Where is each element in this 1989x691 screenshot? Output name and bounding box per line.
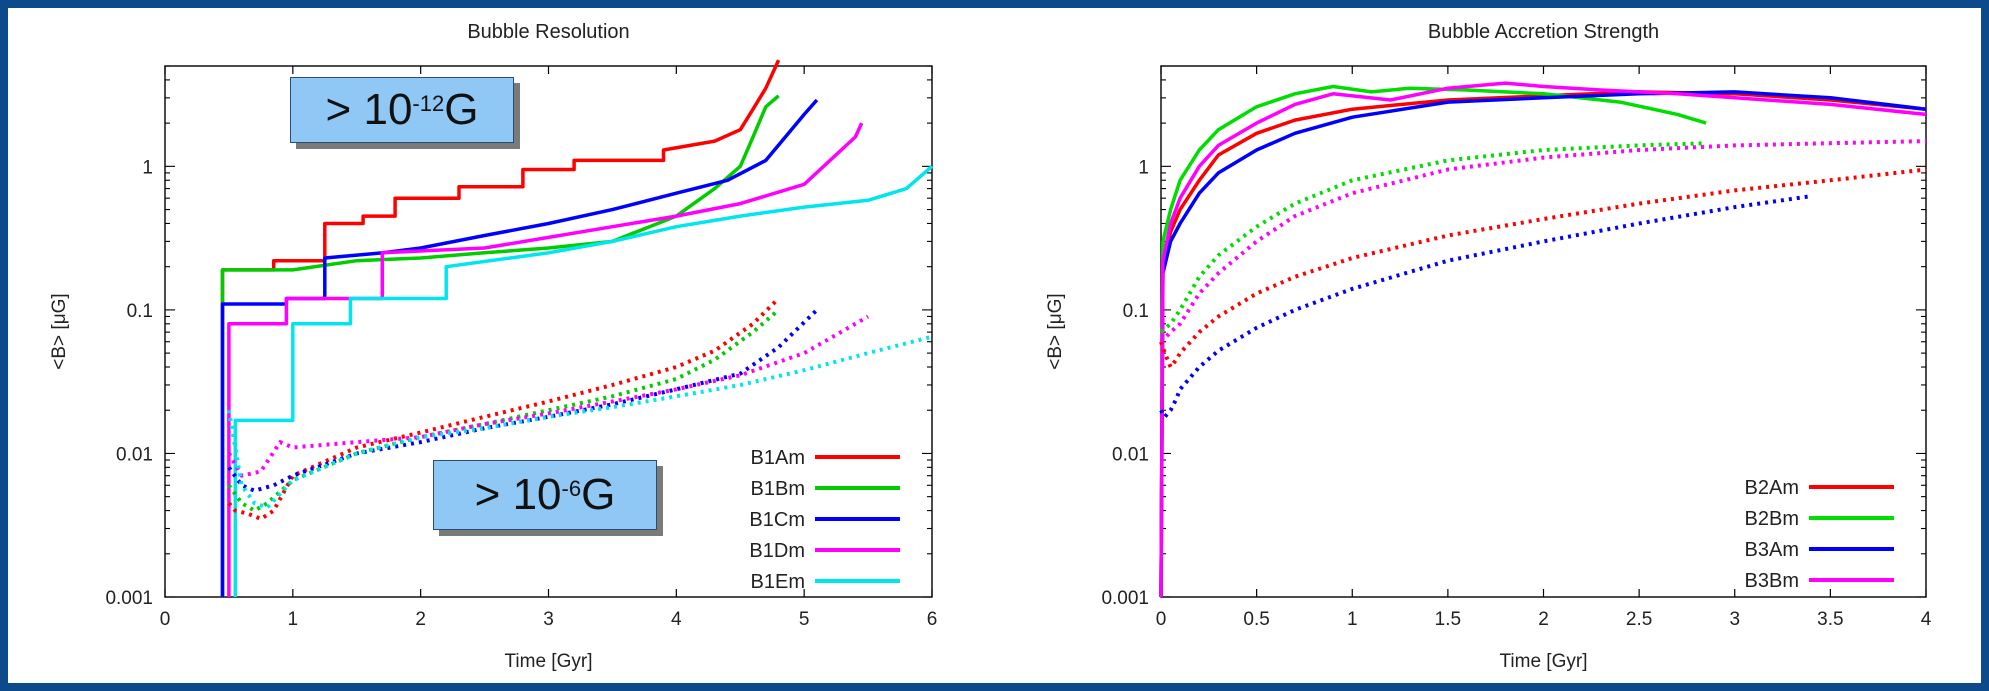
x-tick-label: 0 — [1156, 609, 1167, 630]
x-axis-label: Time [Gyr] — [505, 651, 593, 672]
legend-label: B2Bm — [1745, 508, 1799, 530]
legend-label: B3Am — [1745, 539, 1799, 561]
legend-label: B1Am — [751, 447, 805, 469]
x-tick-label: 0.5 — [1243, 609, 1269, 630]
legend-label: B1Bm — [751, 478, 805, 500]
callout-b1-unit: G — [444, 85, 479, 134]
x-tick-label: 2.5 — [1626, 609, 1652, 630]
x-tick-label: 4 — [1921, 609, 1932, 630]
series-line-B3Am — [1159, 90, 1927, 598]
chart-title: Bubble Accretion Strength — [1428, 21, 1659, 43]
legend-label: B1Em — [751, 571, 805, 593]
x-tick-label: 1 — [1347, 609, 1358, 630]
y-tick-label: 1 — [1138, 157, 1149, 178]
series-line-B1Am — [220, 59, 781, 597]
x-tick-label: 1 — [288, 609, 299, 630]
chart-1: Bubble Resolution 0 1 2 3 4 5 6 0.001 0.01 0.1 1 Tim… — [49, 21, 937, 672]
y-tick-label: 0.1 — [127, 301, 153, 322]
x-tick-label: 2 — [1538, 609, 1549, 630]
y-tick-label: 0.001 — [1101, 588, 1149, 609]
series-line-dotted-5 — [1159, 141, 1707, 334]
callout-b1-exponent: -12 — [412, 91, 445, 116]
x-tick-label: 5 — [799, 609, 810, 630]
y-tick-label: 0.001 — [105, 588, 153, 609]
callout-b2-text: > 10 — [474, 470, 562, 519]
series-line-dotted-8 — [227, 314, 870, 478]
series-line-dotted-7 — [227, 308, 819, 493]
y-tick-label: 0.01 — [1112, 444, 1149, 465]
callout-b1: > 10 -12 G — [290, 77, 514, 143]
y-tick-label: 0.1 — [1123, 301, 1149, 322]
series-line-dotted-4 — [1159, 167, 1927, 369]
x-tick-label: 3 — [543, 609, 554, 630]
legend-label: B2Am — [1745, 477, 1799, 499]
x-tick-label: 0 — [160, 609, 171, 630]
slide-panel: Bubble Resolution 0 1 2 3 4 5 6 0.001 0.01 0.1 1 Tim… — [8, 8, 1981, 683]
series-line-B1Em — [233, 164, 934, 597]
legend-label: B1Dm — [749, 540, 805, 562]
callout-b1-text: > 10 — [325, 85, 413, 134]
callout-b2: > 10 -6 G — [433, 460, 657, 530]
x-tick-label: 3 — [1729, 609, 1740, 630]
callout-b2-exponent: -6 — [561, 476, 582, 501]
charts-svg: Bubble Resolution 0 1 2 3 4 5 6 0.001 0.01 0.1 1 Tim… — [49, 21, 1932, 672]
x-tick-label: 1.5 — [1435, 609, 1461, 630]
y-axis-label: <B> [μG] — [49, 293, 70, 369]
y-tick-label: 1 — [142, 157, 153, 178]
series-line-dotted-6 — [1159, 194, 1812, 419]
chart-2: Bubble Accretion Strength 0 0.5 1 1.5 2 2.5 3 3.… — [1045, 21, 1932, 672]
y-tick-label: 0.01 — [116, 444, 153, 465]
series-line-B2Bm — [1159, 84, 1707, 598]
x-tick-label: 2 — [415, 609, 426, 630]
x-tick-label: 6 — [927, 609, 938, 630]
x-tick-label: 4 — [671, 609, 682, 630]
legend-label: B3Bm — [1745, 570, 1799, 592]
series-line-B1Dm — [227, 122, 864, 597]
x-axis-label: Time [Gyr] — [1500, 651, 1588, 672]
series-line-B2Am — [1159, 90, 1927, 598]
series-line-B3Bm — [1159, 81, 1927, 598]
series-line-dotted-7 — [1159, 139, 1927, 344]
chart-title: Bubble Resolution — [467, 21, 629, 43]
series-line-B1Bm — [220, 94, 780, 597]
x-tick-label: 3.5 — [1817, 609, 1843, 630]
legend-label: B1Cm — [749, 509, 805, 531]
callout-b2-unit: G — [581, 470, 616, 519]
y-axis-label: <B> [μG] — [1045, 293, 1066, 369]
